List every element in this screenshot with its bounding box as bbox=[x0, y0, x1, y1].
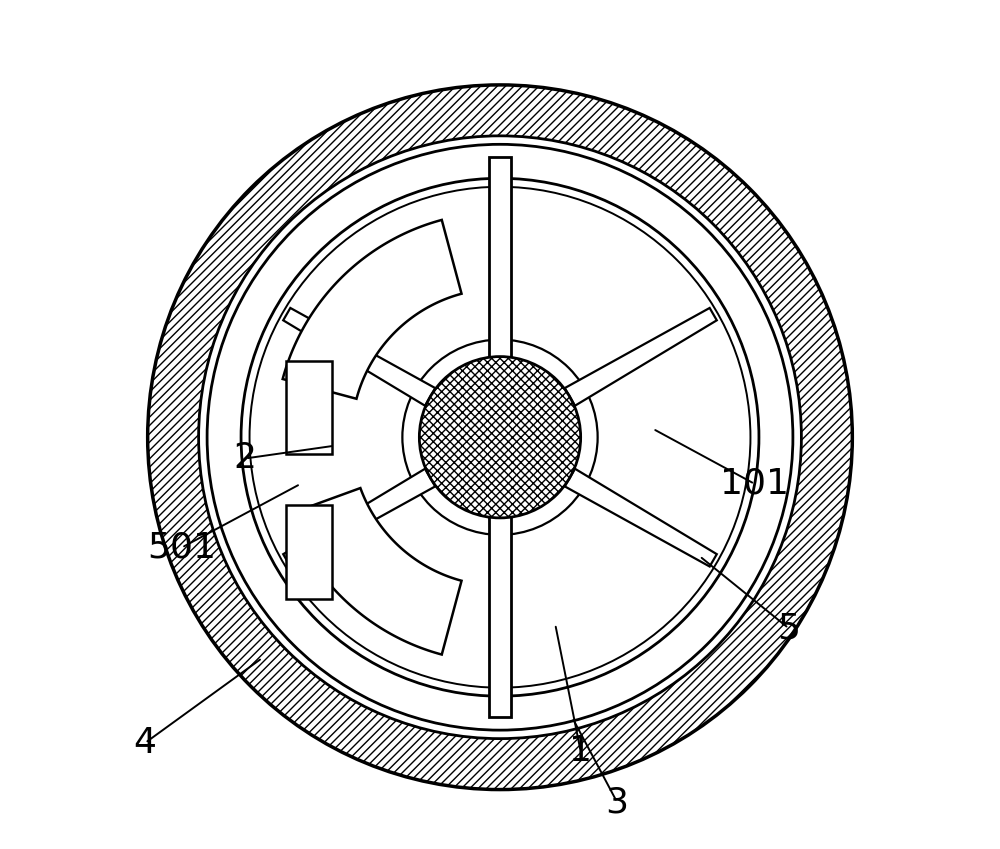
Polygon shape bbox=[289, 488, 462, 655]
Polygon shape bbox=[565, 308, 717, 406]
Text: 5: 5 bbox=[777, 611, 800, 645]
Circle shape bbox=[402, 340, 598, 535]
Circle shape bbox=[199, 136, 801, 739]
Text: 3: 3 bbox=[606, 785, 629, 819]
Polygon shape bbox=[490, 191, 510, 357]
Bar bbox=[489, 157, 511, 717]
Circle shape bbox=[250, 187, 750, 688]
Bar bbox=[286, 505, 332, 599]
Circle shape bbox=[207, 144, 793, 730]
Text: 101: 101 bbox=[720, 467, 789, 501]
Circle shape bbox=[419, 357, 581, 518]
Bar bbox=[286, 361, 332, 454]
Polygon shape bbox=[283, 220, 462, 399]
Text: 1: 1 bbox=[569, 734, 592, 768]
Circle shape bbox=[148, 85, 852, 790]
Text: 4: 4 bbox=[134, 726, 157, 760]
Polygon shape bbox=[490, 518, 510, 683]
Polygon shape bbox=[283, 469, 435, 566]
Text: 2: 2 bbox=[234, 441, 257, 475]
Polygon shape bbox=[283, 308, 435, 406]
Text: 501: 501 bbox=[147, 531, 216, 565]
Polygon shape bbox=[565, 469, 717, 566]
Circle shape bbox=[241, 178, 759, 696]
